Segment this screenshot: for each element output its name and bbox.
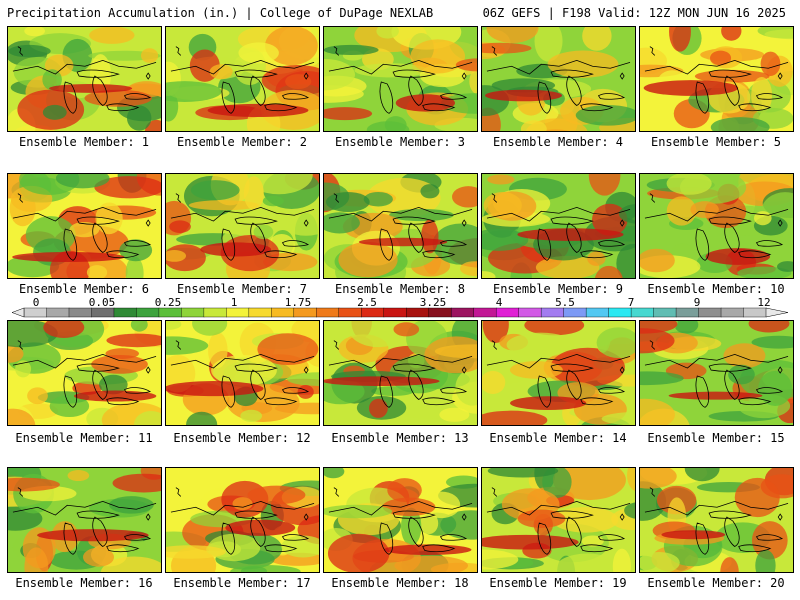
ensemble-map-12: [165, 320, 320, 426]
colorbar-tick-label: 0: [32, 296, 40, 309]
colorbar-swatch: [406, 307, 430, 318]
colorbar-tick-label: 12: [757, 296, 771, 309]
colorbar-swatch: [316, 307, 340, 318]
colorbar-swatch: [91, 307, 115, 318]
ensemble-map-7: [165, 173, 320, 279]
ensemble-member-label: Ensemble Member: 10: [647, 282, 785, 296]
colorbar-swatch: [495, 307, 520, 318]
ensemble-map-2: [165, 26, 320, 132]
ensemble-map-14: [481, 320, 636, 426]
ensemble-map-19: [481, 467, 636, 573]
colorbar-swatch: [68, 307, 92, 318]
colorbar-high-arrow: [765, 307, 788, 318]
colorbar-swatch: [428, 307, 452, 318]
ensemble-map-6: [7, 173, 162, 279]
ensemble-member-label: Ensemble Member: 9: [492, 282, 624, 296]
colorbar-swatch: [46, 307, 70, 318]
ensemble-map-9: [481, 173, 636, 279]
colorbar-tick-label: 4: [495, 296, 503, 309]
ensemble-member-label: Ensemble Member: 18: [331, 576, 469, 590]
colorbar-swatch: [563, 307, 587, 318]
colorbar-swatch: [361, 307, 385, 318]
ensemble-member-label: Ensemble Member: 17: [173, 576, 311, 590]
colorbar-swatch: [540, 307, 565, 318]
colorbar-swatch: [698, 307, 722, 318]
colorbar-tick-label: 0.25: [154, 296, 182, 309]
ensemble-map-10: [639, 173, 794, 279]
colorbar-swatch: [585, 307, 610, 318]
ensemble-member-label: Ensemble Member: 7: [176, 282, 308, 296]
ensemble-map-18: [323, 467, 478, 573]
ensemble-member-label: Ensemble Member: 3: [334, 135, 466, 149]
run-valid-time: 06Z GEFS | F198 Valid: 12Z MON JUN 16 20…: [482, 6, 786, 20]
ensemble-map-16: [7, 467, 162, 573]
ensemble-map-3: [323, 26, 478, 132]
colorbar-swatch: [248, 307, 272, 318]
colorbar-swatch: [630, 307, 655, 318]
ensemble-member-label: Ensemble Member: 4: [492, 135, 624, 149]
ensemble-member-label: Ensemble Member: 6: [18, 282, 150, 296]
ensemble-member-label: Ensemble Member: 11: [15, 431, 153, 445]
colorbar-swatch: [158, 307, 182, 318]
colorbar-tick-label: 0.05: [88, 296, 116, 309]
colorbar-swatch: [136, 307, 160, 318]
colorbar-low-arrow: [12, 307, 25, 318]
colorbar-swatch: [675, 307, 700, 318]
colorbar-swatch: [203, 307, 227, 318]
colorbar-tick-label: 5.5: [555, 296, 575, 309]
colorbar-swatch: [720, 307, 745, 318]
ensemble-member-label: Ensemble Member: 2: [176, 135, 308, 149]
ensemble-map-4: [481, 26, 636, 132]
colorbar-swatch: [451, 307, 475, 318]
ensemble-map-13: [323, 320, 478, 426]
ensemble-map-5: [639, 26, 794, 132]
ensemble-member-label: Ensemble Member: 5: [650, 135, 782, 149]
ensemble-member-label: Ensemble Member: 15: [647, 431, 785, 445]
colorbar-swatch: [653, 307, 677, 318]
colorbar-swatch: [338, 307, 362, 318]
ensemble-member-label: Ensemble Member: 16: [15, 576, 153, 590]
colorbar-tick-label: 2.5: [357, 296, 377, 309]
colorbar-swatch: [293, 307, 317, 318]
ensemble-member-label: Ensemble Member: 8: [334, 282, 466, 296]
colorbar-swatch: [608, 307, 632, 318]
colorbar-swatch: [383, 307, 407, 318]
colorbar-swatch: [473, 307, 497, 318]
ensemble-member-label: Ensemble Member: 12: [173, 431, 311, 445]
colorbar-swatch: [113, 307, 137, 318]
ensemble-map-15: [639, 320, 794, 426]
ensemble-member-label: Ensemble Member: 1: [18, 135, 150, 149]
ensemble-member-label: Ensemble Member: 19: [489, 576, 627, 590]
colorbar-tick-label: 1.75: [284, 296, 312, 309]
colorbar-tick-label: 9: [693, 296, 701, 309]
colorbar-swatch: [743, 307, 767, 318]
ensemble-member-label: Ensemble Member: 13: [331, 431, 469, 445]
colorbar-swatch: [23, 307, 47, 318]
ensemble-map-17: [165, 467, 320, 573]
colorbar-swatch: [181, 307, 205, 318]
colorbar-swatch: [271, 307, 295, 318]
page-title: Precipitation Accumulation (in.) | Colle…: [7, 6, 434, 20]
ensemble-map-20: [639, 467, 794, 573]
colorbar-swatch: [226, 307, 250, 318]
colorbar-tick-label: 3.25: [419, 296, 447, 309]
colorbar-tick-label: 1: [230, 296, 238, 309]
ensemble-member-label: Ensemble Member: 20: [647, 576, 785, 590]
colorbar-swatch: [518, 307, 542, 318]
ensemble-map-8: [323, 173, 478, 279]
colorbar-tick-label: 7: [627, 296, 635, 309]
ensemble-map-1: [7, 26, 162, 132]
ensemble-map-11: [7, 320, 162, 426]
precip-colorbar: [12, 307, 788, 318]
ensemble-member-label: Ensemble Member: 14: [489, 431, 627, 445]
